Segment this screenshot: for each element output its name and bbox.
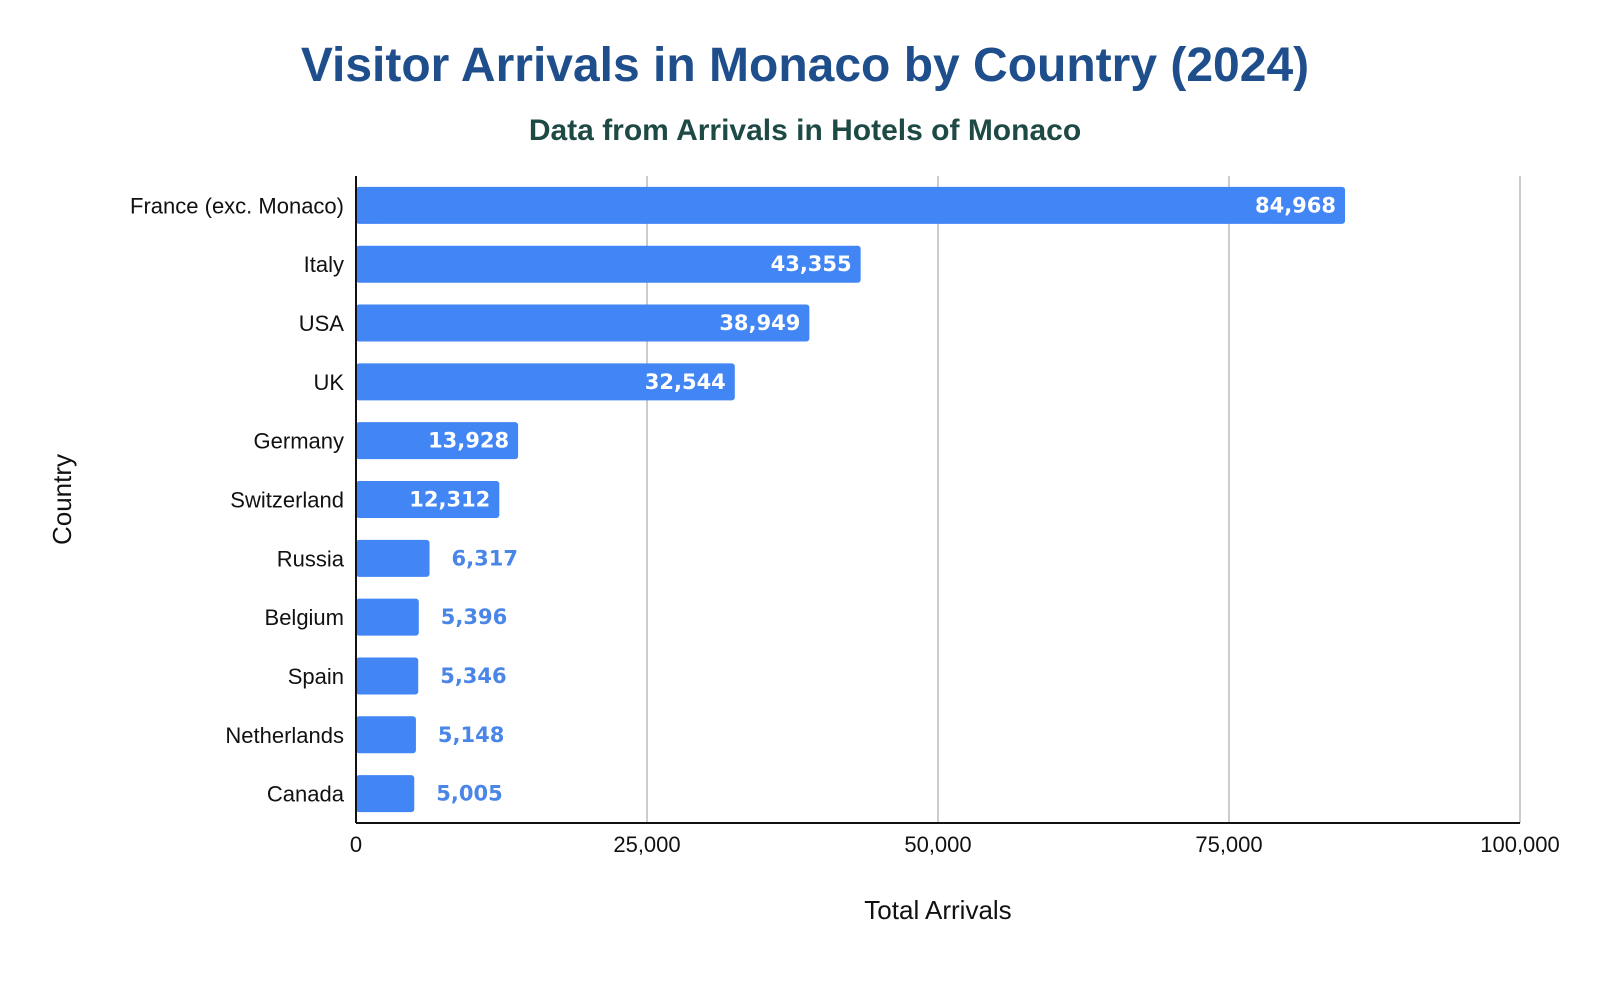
bar-3 [356,363,735,401]
value-labels: 84,968 43,355 38,949 32,544 13,928 12,312 6,31… [409,193,1336,805]
value-label-6: 6,317 [452,546,518,570]
category-label-2: USA [299,311,345,336]
value-label-0: 84,968 [1255,193,1336,217]
value-label-2: 38,949 [719,311,800,335]
bar-9 [356,716,416,754]
value-label-7: 5,396 [441,605,507,629]
x-tick-label-0: 0 [350,832,362,857]
category-labels: France (exc. Monaco) Italy USA UK Germany Swi… [130,193,345,806]
bar-2 [356,304,810,342]
grid-lines [646,176,1521,823]
category-label-8: Spain [288,664,344,689]
value-label-10: 5,005 [436,782,502,806]
bar-8 [356,657,419,695]
value-label-4: 13,928 [428,429,509,453]
category-label-1: Italy [304,252,344,277]
x-tick-label-3: 75,000 [1195,832,1262,857]
category-label-9: Netherlands [225,723,344,748]
x-tick-labels: 0 25,000 50,000 75,000 100,000 [350,832,1560,857]
category-label-4: Germany [254,429,344,454]
value-label-1: 43,355 [771,252,852,276]
bar-4 [356,422,519,460]
chart-title: Visitor Arrivals in Monaco by Country (2… [300,39,1310,92]
x-axis-title: Total Arrivals [864,895,1011,925]
bars [356,186,1346,813]
bar-5 [356,481,500,518]
category-label-5: Switzerland [230,488,344,513]
x-tick-label-4: 100,000 [1480,832,1560,857]
category-label-7: Belgium [265,605,344,630]
value-label-5: 12,312 [409,488,490,512]
category-label-0: France (exc. Monaco) [130,193,344,218]
bar-6 [356,539,430,577]
bar-1 [356,245,861,283]
x-tick-label-1: 25,000 [613,832,680,857]
y-axis-title: Country [47,454,77,545]
chart-subtitle: Data from Arrivals in Hotels of Monaco [528,114,1082,147]
value-label-9: 5,148 [438,723,504,747]
bar-7 [356,598,419,636]
value-label-3: 32,544 [645,370,726,394]
value-label-8: 5,346 [440,664,506,688]
category-label-10: Canada [267,782,345,807]
category-label-6: Russia [277,546,345,571]
category-label-3: UK [313,370,344,395]
bar-10 [356,775,415,813]
bar-0 [356,186,1346,224]
x-tick-label-2: 50,000 [904,832,971,857]
